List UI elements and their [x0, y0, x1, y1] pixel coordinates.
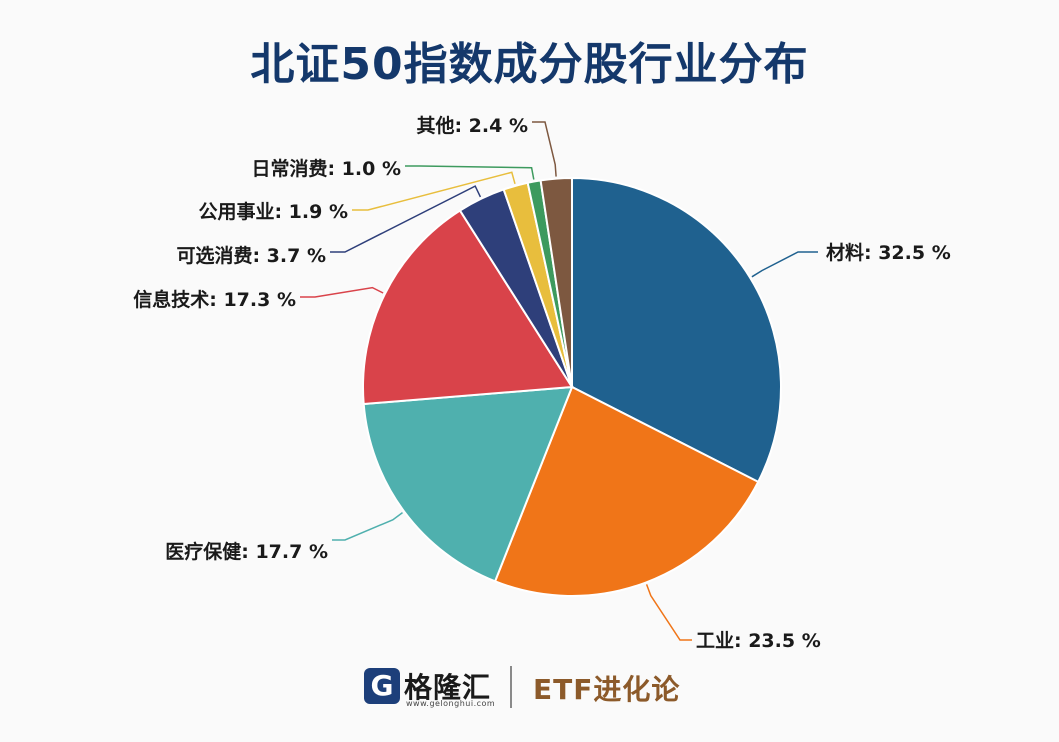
pie-slice-1 — [571, 176, 782, 484]
leader-line-5 — [330, 185, 482, 253]
pie-slice-8 — [539, 176, 573, 388]
slice-label-2: 工业: 23.5 % — [696, 630, 821, 652]
partner-brand: ETF进化论 — [533, 673, 681, 706]
slice-label-4: 信息技术: 17.3 % — [133, 288, 296, 311]
footer-divider — [510, 666, 512, 708]
slice-label-8: 其他: 2.4 % — [416, 114, 528, 137]
slice-labels: 材料: 32.5 % 工业: 23.5 % 医疗保健: 17.7 % 信息技术: 17… — [133, 114, 951, 652]
leader-line-4 — [300, 286, 384, 298]
pie-slices — [362, 176, 782, 597]
brand-url: www.gelonghui.com — [406, 699, 496, 708]
gelonghui-logo-icon: G — [364, 668, 400, 704]
slice-label-7: 日常消费: 1.0 % — [251, 157, 401, 180]
leader-lines — [300, 121, 818, 641]
footer-branding: G 格隆汇 www.gelonghui.com ETF进化论 — [0, 664, 1059, 714]
pie-slice-2 — [493, 385, 760, 597]
leader-line-2 — [645, 584, 692, 641]
slice-label-3: 医疗保健: 17.7 % — [165, 540, 328, 563]
brand-name: 格隆汇 — [404, 671, 492, 704]
leader-line-6 — [352, 171, 516, 211]
pie-slice-3 — [362, 385, 574, 583]
leader-line-1 — [751, 251, 818, 278]
slice-label-5: 可选消费: 3.7 % — [176, 244, 326, 267]
leader-line-8 — [532, 121, 557, 177]
leader-line-3 — [332, 511, 403, 541]
leader-line-7 — [405, 165, 535, 180]
slice-label-1: 材料: 32.5 % — [826, 241, 951, 264]
slice-label-6: 公用事业: 1.9 % — [198, 200, 348, 223]
logo-letter: G — [370, 669, 394, 702]
pie-slice-4 — [362, 209, 574, 406]
chart-title: 北证50指数成分股行业分布 — [250, 39, 809, 90]
